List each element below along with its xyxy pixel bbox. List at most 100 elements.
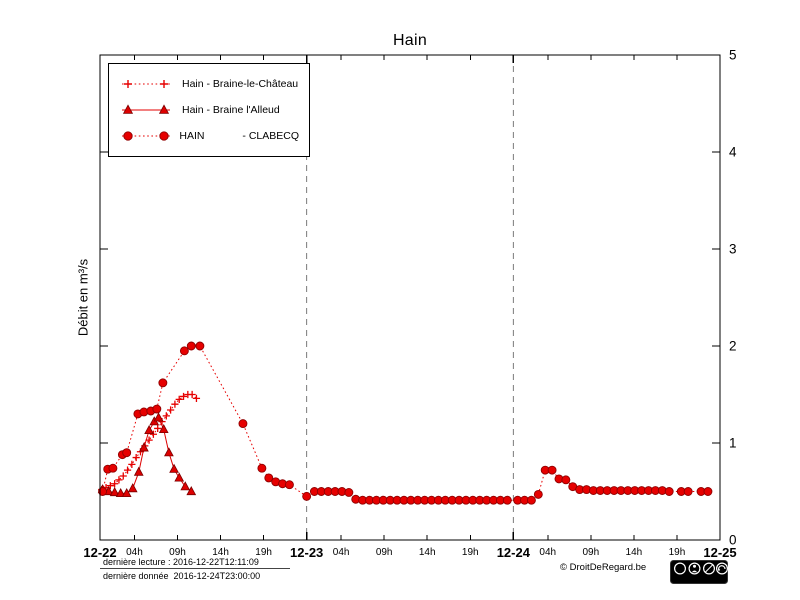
- legend-box: Hain - Braine-le-Château Hain - Braine l'…: [108, 63, 310, 157]
- data-marker-circle: [158, 378, 168, 388]
- chart-title: Hain: [392, 32, 428, 49]
- y-axis-title: Débit en m³/s: [75, 258, 91, 337]
- y-tick-label: 0: [729, 533, 737, 548]
- series-line: [101, 394, 197, 491]
- copyright-text: © DroitDeRegard.be: [560, 562, 647, 573]
- cc-badge-graphic: cc $ BY NC SA: [670, 560, 728, 584]
- data-marker-plus: [162, 412, 170, 420]
- legend-item: Hain - Braine l'Alleud: [113, 97, 305, 123]
- legend-glyph-triangle: [158, 104, 170, 114]
- x-minor-tick-label: 14h: [212, 547, 229, 558]
- y-tick-label: 5: [729, 48, 737, 63]
- last-reading-text: dernière lecture : 2016-12-22T12:11:09: [103, 557, 259, 567]
- legend-label: HAIN - CLABECQ: [179, 130, 299, 142]
- x-minor-tick-label: 14h: [626, 547, 643, 558]
- by-person-icon: [688, 562, 701, 575]
- x-minor-tick-label: 04h: [126, 547, 143, 558]
- data-marker-plus: [149, 430, 157, 438]
- data-marker-triangle: [186, 486, 197, 496]
- data-marker-plus: [119, 472, 127, 480]
- x-minor-tick-label: 04h: [333, 547, 350, 558]
- nc-icon: $: [702, 562, 715, 575]
- legend-marker-plus: [122, 80, 170, 88]
- plot-frame: [99, 54, 721, 541]
- data-marker-circle: [561, 475, 571, 485]
- data-marker-triangle: [115, 487, 126, 498]
- data-marker-circle: [664, 487, 674, 496]
- x-minor-tick-label: 19h: [669, 547, 686, 558]
- legend-glyph-circle: [159, 131, 169, 141]
- data-marker-plus: [115, 476, 123, 484]
- series-line: [102, 345, 708, 501]
- y-tick-label: 3: [729, 242, 737, 257]
- legend-item: Hain - Braine-le-Château: [113, 71, 305, 97]
- data-marker-circle: [302, 491, 312, 501]
- data-marker-plus: [179, 392, 188, 401]
- x-major-tick-label: 12-25: [703, 545, 736, 560]
- cc-icon: cc: [673, 562, 687, 575]
- x-major-tick-label: 12-24: [497, 545, 531, 560]
- data-marker-circle: [238, 419, 248, 429]
- sa-icon: [715, 562, 728, 575]
- footer-divider: [100, 568, 290, 569]
- data-marker-plus: [171, 400, 179, 408]
- data-marker-triangle: [174, 472, 185, 482]
- data-marker-triangle: [109, 487, 120, 497]
- x-minor-tick-label: 19h: [255, 547, 272, 558]
- data-marker-triangle: [180, 481, 191, 491]
- data-marker-plus: [111, 480, 119, 488]
- x-minor-tick-label: 09h: [376, 547, 393, 558]
- data-marker-triangle: [121, 487, 132, 498]
- data-marker-circle: [108, 463, 118, 473]
- legend-glyph-triangle: [122, 104, 134, 114]
- data-marker-triangle: [139, 442, 149, 452]
- svg-text:NC: NC: [696, 577, 703, 582]
- data-marker-triangle: [164, 447, 174, 457]
- data-marker-plus: [175, 395, 183, 403]
- last-data-text: dernière donnée 2016-12-24T23:00:00: [103, 571, 261, 581]
- legend-item: HAIN - CLABECQ: [113, 123, 305, 149]
- data-marker-circle: [195, 341, 205, 351]
- data-marker-circle: [186, 341, 196, 351]
- y-tick-label: 4: [729, 145, 737, 160]
- legend-glyph-plus: [124, 80, 132, 88]
- data-marker-circle: [344, 488, 354, 497]
- data-marker-plus: [106, 482, 114, 490]
- data-marker-circle: [152, 404, 162, 414]
- data-marker-plus: [123, 466, 132, 474]
- data-marker-triangle: [169, 463, 179, 473]
- x-minor-tick-label: 09h: [582, 547, 599, 558]
- svg-text:cc: cc: [676, 566, 684, 573]
- data-marker-circle: [122, 448, 132, 458]
- data-marker-plus: [132, 453, 140, 462]
- data-marker-triangle: [133, 466, 144, 476]
- data-marker-triangle: [153, 412, 164, 422]
- x-minor-tick-label: 09h: [169, 547, 186, 558]
- legend-glyph-plus: [160, 80, 168, 88]
- data-marker-circle: [547, 465, 557, 475]
- legend-marker-circle: [122, 131, 170, 141]
- data-marker-plus: [192, 394, 201, 402]
- svg-text:BY: BY: [676, 577, 682, 582]
- legend-glyph-circle: [123, 131, 133, 141]
- data-marker-plus: [167, 406, 175, 414]
- cc-license-badge: cc $ BY NC SA: [670, 560, 728, 589]
- x-major-tick-label: 12-22: [83, 545, 116, 560]
- data-marker-circle: [683, 487, 693, 496]
- data-marker-circle: [703, 487, 713, 496]
- data-marker-circle: [264, 473, 274, 483]
- legend-marker-triangle: [122, 104, 170, 114]
- data-marker-triangle: [127, 483, 138, 493]
- data-marker-triangle: [158, 423, 169, 434]
- data-marker-plus: [128, 460, 136, 468]
- y-tick-label: 2: [729, 339, 737, 354]
- legend-label: Hain - Braine-le-Château: [182, 78, 299, 90]
- x-minor-tick-label: 04h: [539, 547, 556, 558]
- x-minor-tick-label: 14h: [419, 547, 436, 558]
- data-marker-circle: [284, 480, 294, 490]
- data-marker-triangle: [144, 424, 154, 434]
- data-marker-circle: [502, 495, 512, 505]
- x-major-tick-label: 12-23: [290, 545, 323, 560]
- svg-text:SA: SA: [716, 577, 723, 582]
